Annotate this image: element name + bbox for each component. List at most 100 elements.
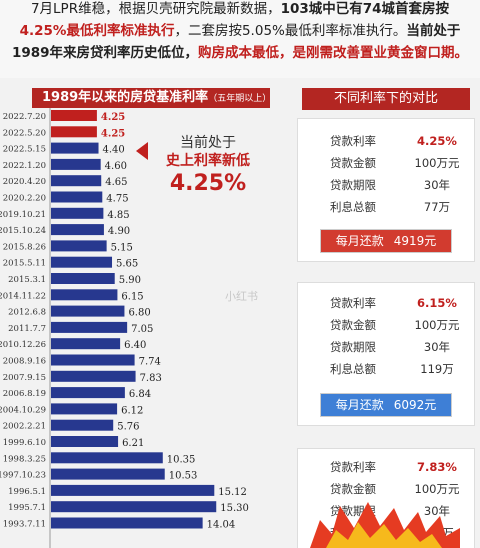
card-row: 利息总额 77万 <box>298 197 476 217</box>
value-label: 6.40 <box>124 340 146 351</box>
card-row-value: 77万 <box>423 200 451 214</box>
bar <box>51 289 118 301</box>
category-label: 2008.9.16 <box>3 357 46 367</box>
category-label: 2022.5.20 <box>3 128 46 138</box>
callout-line-2: 史上利率新低 <box>166 153 250 169</box>
category-label: 1996.5.1 <box>8 487 46 497</box>
card-row: 贷款金额 100万元 <box>298 315 476 335</box>
burst-decoration-icon <box>310 502 460 548</box>
category-label: 2011.7.7 <box>8 324 46 334</box>
value-label: 5.76 <box>117 422 139 433</box>
value-label: 6.84 <box>129 389 151 400</box>
category-label: 1995.7.1 <box>8 503 46 513</box>
bar <box>51 158 101 170</box>
card-row-value: 7.83% <box>417 460 457 474</box>
card-row-value: 119万 <box>420 362 454 376</box>
intro-line-2-c: 当前处于 <box>406 23 461 39</box>
bar <box>51 452 163 464</box>
card-row-value: 100万元 <box>414 482 460 496</box>
category-label: 2004.10.29 <box>0 405 46 415</box>
card-row: 利息总额 119万 <box>298 359 476 379</box>
intro-line-2-b: ，二套房按5.05%最低利率标准执行。 <box>174 23 407 39</box>
comparison-card-1: 贷款利率 4.25% 贷款金额 100万元 贷款期限 30年 利息总额 77万 每月还款… <box>297 118 475 262</box>
bar <box>51 484 215 496</box>
value-label: 4.40 <box>103 145 125 156</box>
category-label: 2015.5.11 <box>3 259 46 269</box>
value-label: 6.12 <box>121 405 143 416</box>
chart-title-text: 1989年以来的房贷基准利率 <box>42 90 209 105</box>
intro-line-2-a: 4.25%最低利率标准执行 <box>19 23 175 39</box>
bar <box>51 207 104 219</box>
category-label: 2015.3.1 <box>8 275 46 285</box>
card-row-value: 100万元 <box>414 156 460 170</box>
value-label: 4.75 <box>106 194 128 205</box>
card-row: 贷款利率 6.15% <box>298 293 476 313</box>
card-row-value: 6.15% <box>417 296 457 310</box>
bar <box>51 436 119 447</box>
bar <box>51 175 102 187</box>
category-label: 2006.8.19 <box>3 389 46 399</box>
card-row-key: 贷款利率 <box>330 460 376 474</box>
card-row-value: 30年 <box>423 504 451 518</box>
card-row-value: 30年 <box>423 340 451 354</box>
monthly-payment-badge: 每月还款 6092元 <box>320 393 452 417</box>
category-label: 2020.4.20 <box>3 177 46 187</box>
intro-line-2: 4.25%最低利率标准执行，二套房按5.05%最低利率标准执行。当前处于 <box>0 22 480 40</box>
chart-title: 1989年以来的房贷基准利率（五年期以上） <box>32 88 271 108</box>
monthly-payment-label: 每月还款 <box>335 398 384 412</box>
value-label: 4.25 <box>101 128 125 139</box>
monthly-payment-value: 4919元 <box>393 234 437 248</box>
card-row: 贷款利率 4.25% <box>298 131 476 151</box>
comparison-title: 不同利率下的对比 <box>302 88 470 110</box>
bar <box>51 110 97 121</box>
monthly-payment-value: 6092元 <box>393 398 437 412</box>
card-row-key: 利息总额 <box>330 200 376 214</box>
value-label: 5.90 <box>119 275 141 286</box>
value-label: 4.60 <box>105 161 127 172</box>
category-label: 2015.8.26 <box>3 242 46 252</box>
card-row: 贷款金额 100万元 <box>298 153 476 173</box>
card-row: 贷款期限 30年 <box>298 175 476 195</box>
category-label: 2012.6.8 <box>8 308 46 318</box>
bar <box>51 387 125 399</box>
value-label: 15.12 <box>218 487 247 498</box>
category-label: 2019.10.21 <box>0 210 46 220</box>
category-label: 1999.6.10 <box>3 438 46 448</box>
category-label: 2022.7.20 <box>3 112 46 122</box>
callout-rate: 4.25% <box>169 171 247 196</box>
bar <box>51 273 115 284</box>
bar <box>51 126 97 138</box>
bar <box>51 224 104 236</box>
value-label: 7.83 <box>140 373 162 384</box>
callout-line-1: 当前处于 <box>180 135 236 151</box>
category-label: 2007.9.15 <box>3 373 46 383</box>
card-row: 贷款期限 30年 <box>298 337 476 357</box>
monthly-payment-label: 每月还款 <box>335 234 384 248</box>
watermark: 小红书 <box>225 290 258 303</box>
intro-line-3: 1989年来房贷利率历史低位，购房成本最低，是刚需改善置业黄金窗口期。 <box>0 44 480 62</box>
card-row: 贷款金额 100万元 <box>298 479 476 499</box>
card-row-key: 利息总额 <box>330 362 376 376</box>
card-row-key: 贷款利率 <box>330 134 376 148</box>
bar <box>51 419 114 431</box>
rate-bar-chart-svg: 2022.7.20 4.25 2022.5.20 4.25 2022.5.15 4.40 2… <box>0 108 249 548</box>
card-row-key: 贷款金额 <box>330 156 376 170</box>
value-label: 15.30 <box>220 503 249 514</box>
bar <box>51 191 103 203</box>
bar <box>51 501 217 513</box>
card-row-value: 100万元 <box>414 318 460 332</box>
intro-line-1-b: 103城中已有74城首套房按 <box>280 1 450 17</box>
category-label: 1993.7.11 <box>3 520 46 530</box>
card-row-key: 贷款金额 <box>330 482 376 496</box>
value-label: 5.15 <box>111 242 133 253</box>
card-row: 贷款利率 7.83% <box>298 457 476 477</box>
value-label: 10.53 <box>169 471 198 482</box>
intro-line-3-b: 购房成本最低，是刚需改善置业黄金窗口期。 <box>198 45 469 61</box>
value-label: 10.35 <box>167 454 196 465</box>
category-label: 2002.2.21 <box>3 422 46 432</box>
value-label: 4.90 <box>108 226 130 237</box>
left-arrow-icon <box>136 142 148 160</box>
value-label: 4.65 <box>105 177 127 188</box>
callout-box: 当前处于 史上利率新低 4.25% <box>150 134 266 198</box>
card-row-key: 贷款利率 <box>330 296 376 310</box>
